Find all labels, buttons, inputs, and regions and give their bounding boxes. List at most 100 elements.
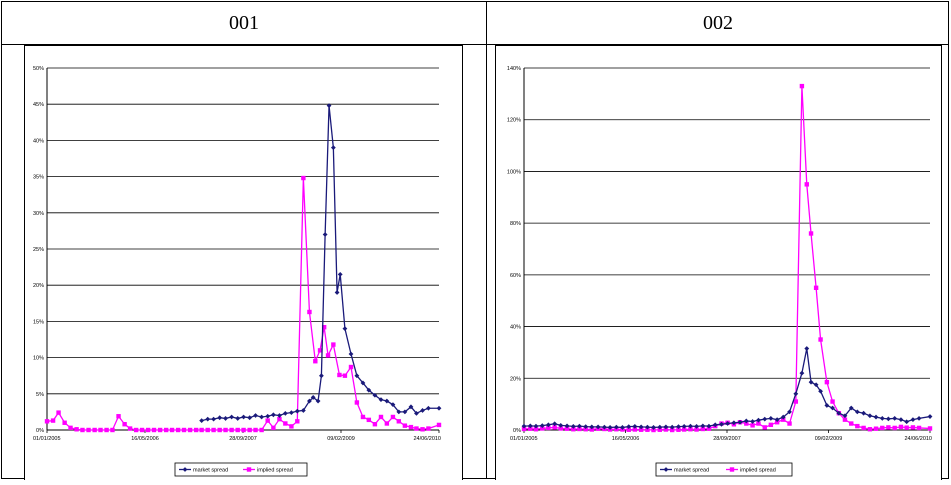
data-point [855,423,860,429]
data-point [607,425,613,430]
data-point [133,427,139,433]
data-point [577,426,582,432]
data-point [552,421,558,427]
data-point [552,425,557,430]
data-point [595,424,601,430]
data-point [259,414,265,420]
data-point [253,413,258,418]
data-point [74,427,79,432]
x-tick-label: 09/02/2009 [815,436,843,442]
y-tick-label: 40% [510,325,521,331]
y-tick-label: 120% [507,118,521,124]
y-tick-label: 5% [36,392,44,398]
data-point [898,424,904,430]
data-point [211,416,216,422]
data-point [223,416,228,421]
data-point [904,425,909,430]
data-point [768,415,774,421]
data-point [626,424,632,430]
data-point [104,427,109,433]
data-point [527,423,533,429]
data-point [651,425,656,430]
data-point [151,427,157,433]
data-point [533,427,539,432]
x-tick-label: 16/05/2006 [612,436,640,442]
panel-title-001: 001 [229,12,259,34]
data-point [892,415,898,421]
y-tick-label: 25% [33,247,44,253]
data-point [265,418,270,423]
data-point [521,423,527,429]
data-point [577,423,582,429]
data-point [793,399,799,404]
y-tick-label: 0% [513,428,521,434]
data-point [737,419,743,425]
data-point [910,417,916,423]
legend-swatch-marker [663,467,669,472]
data-point [681,427,687,432]
data-point [187,427,193,433]
y-tick-label: 20% [510,376,521,382]
data-point [632,427,638,432]
data-point [348,351,354,357]
data-point [181,427,187,433]
data-point [145,427,151,433]
data-point [867,413,873,419]
panel-divider [486,1,487,479]
data-point [354,373,360,379]
header-rule [1,44,949,45]
data-point [904,419,910,425]
data-point [334,290,340,295]
legend-swatch-marker [246,467,252,472]
data-point [205,416,211,422]
x-tick-label: 01/01/2005 [510,436,538,442]
data-point [808,379,814,385]
data-point [282,410,288,416]
data-point [712,422,718,428]
data-point [663,424,669,430]
data-point [247,427,252,433]
data-point [528,426,533,431]
data-point [681,423,687,429]
data-point [414,426,419,431]
data-point [342,373,348,378]
data-point [731,420,737,426]
data-point [570,423,576,429]
x-tick-label: 28/09/2007 [229,436,257,442]
data-point [916,425,922,431]
data-point [223,427,228,433]
data-point [408,404,414,410]
data-point [402,409,408,415]
data-point [700,426,706,432]
data-point [80,427,85,433]
data-point [657,427,663,432]
data-point [861,410,867,416]
data-point [768,422,774,428]
data-point [688,423,693,429]
data-point [289,410,294,416]
data-point [799,83,805,89]
data-point [804,182,809,187]
data-point [436,405,442,411]
data-point [558,426,563,431]
data-point [546,425,551,431]
data-point [321,324,327,330]
data-point [706,426,712,431]
data-point [638,427,644,432]
data-point [774,420,780,425]
y-tick-label: 20% [33,283,44,289]
data-point [725,421,731,426]
data-point [638,424,644,430]
data-point [657,424,663,430]
data-point [533,423,539,429]
series-line-market-spread [201,105,439,422]
data-point [762,425,767,430]
data-point [420,408,425,413]
data-point [310,395,316,400]
y-tick-label: 30% [33,211,44,217]
x-tick-label: 09/02/2009 [327,436,355,442]
data-point [879,415,885,421]
y-tick-label: 15% [33,319,44,325]
data-point [110,427,115,433]
